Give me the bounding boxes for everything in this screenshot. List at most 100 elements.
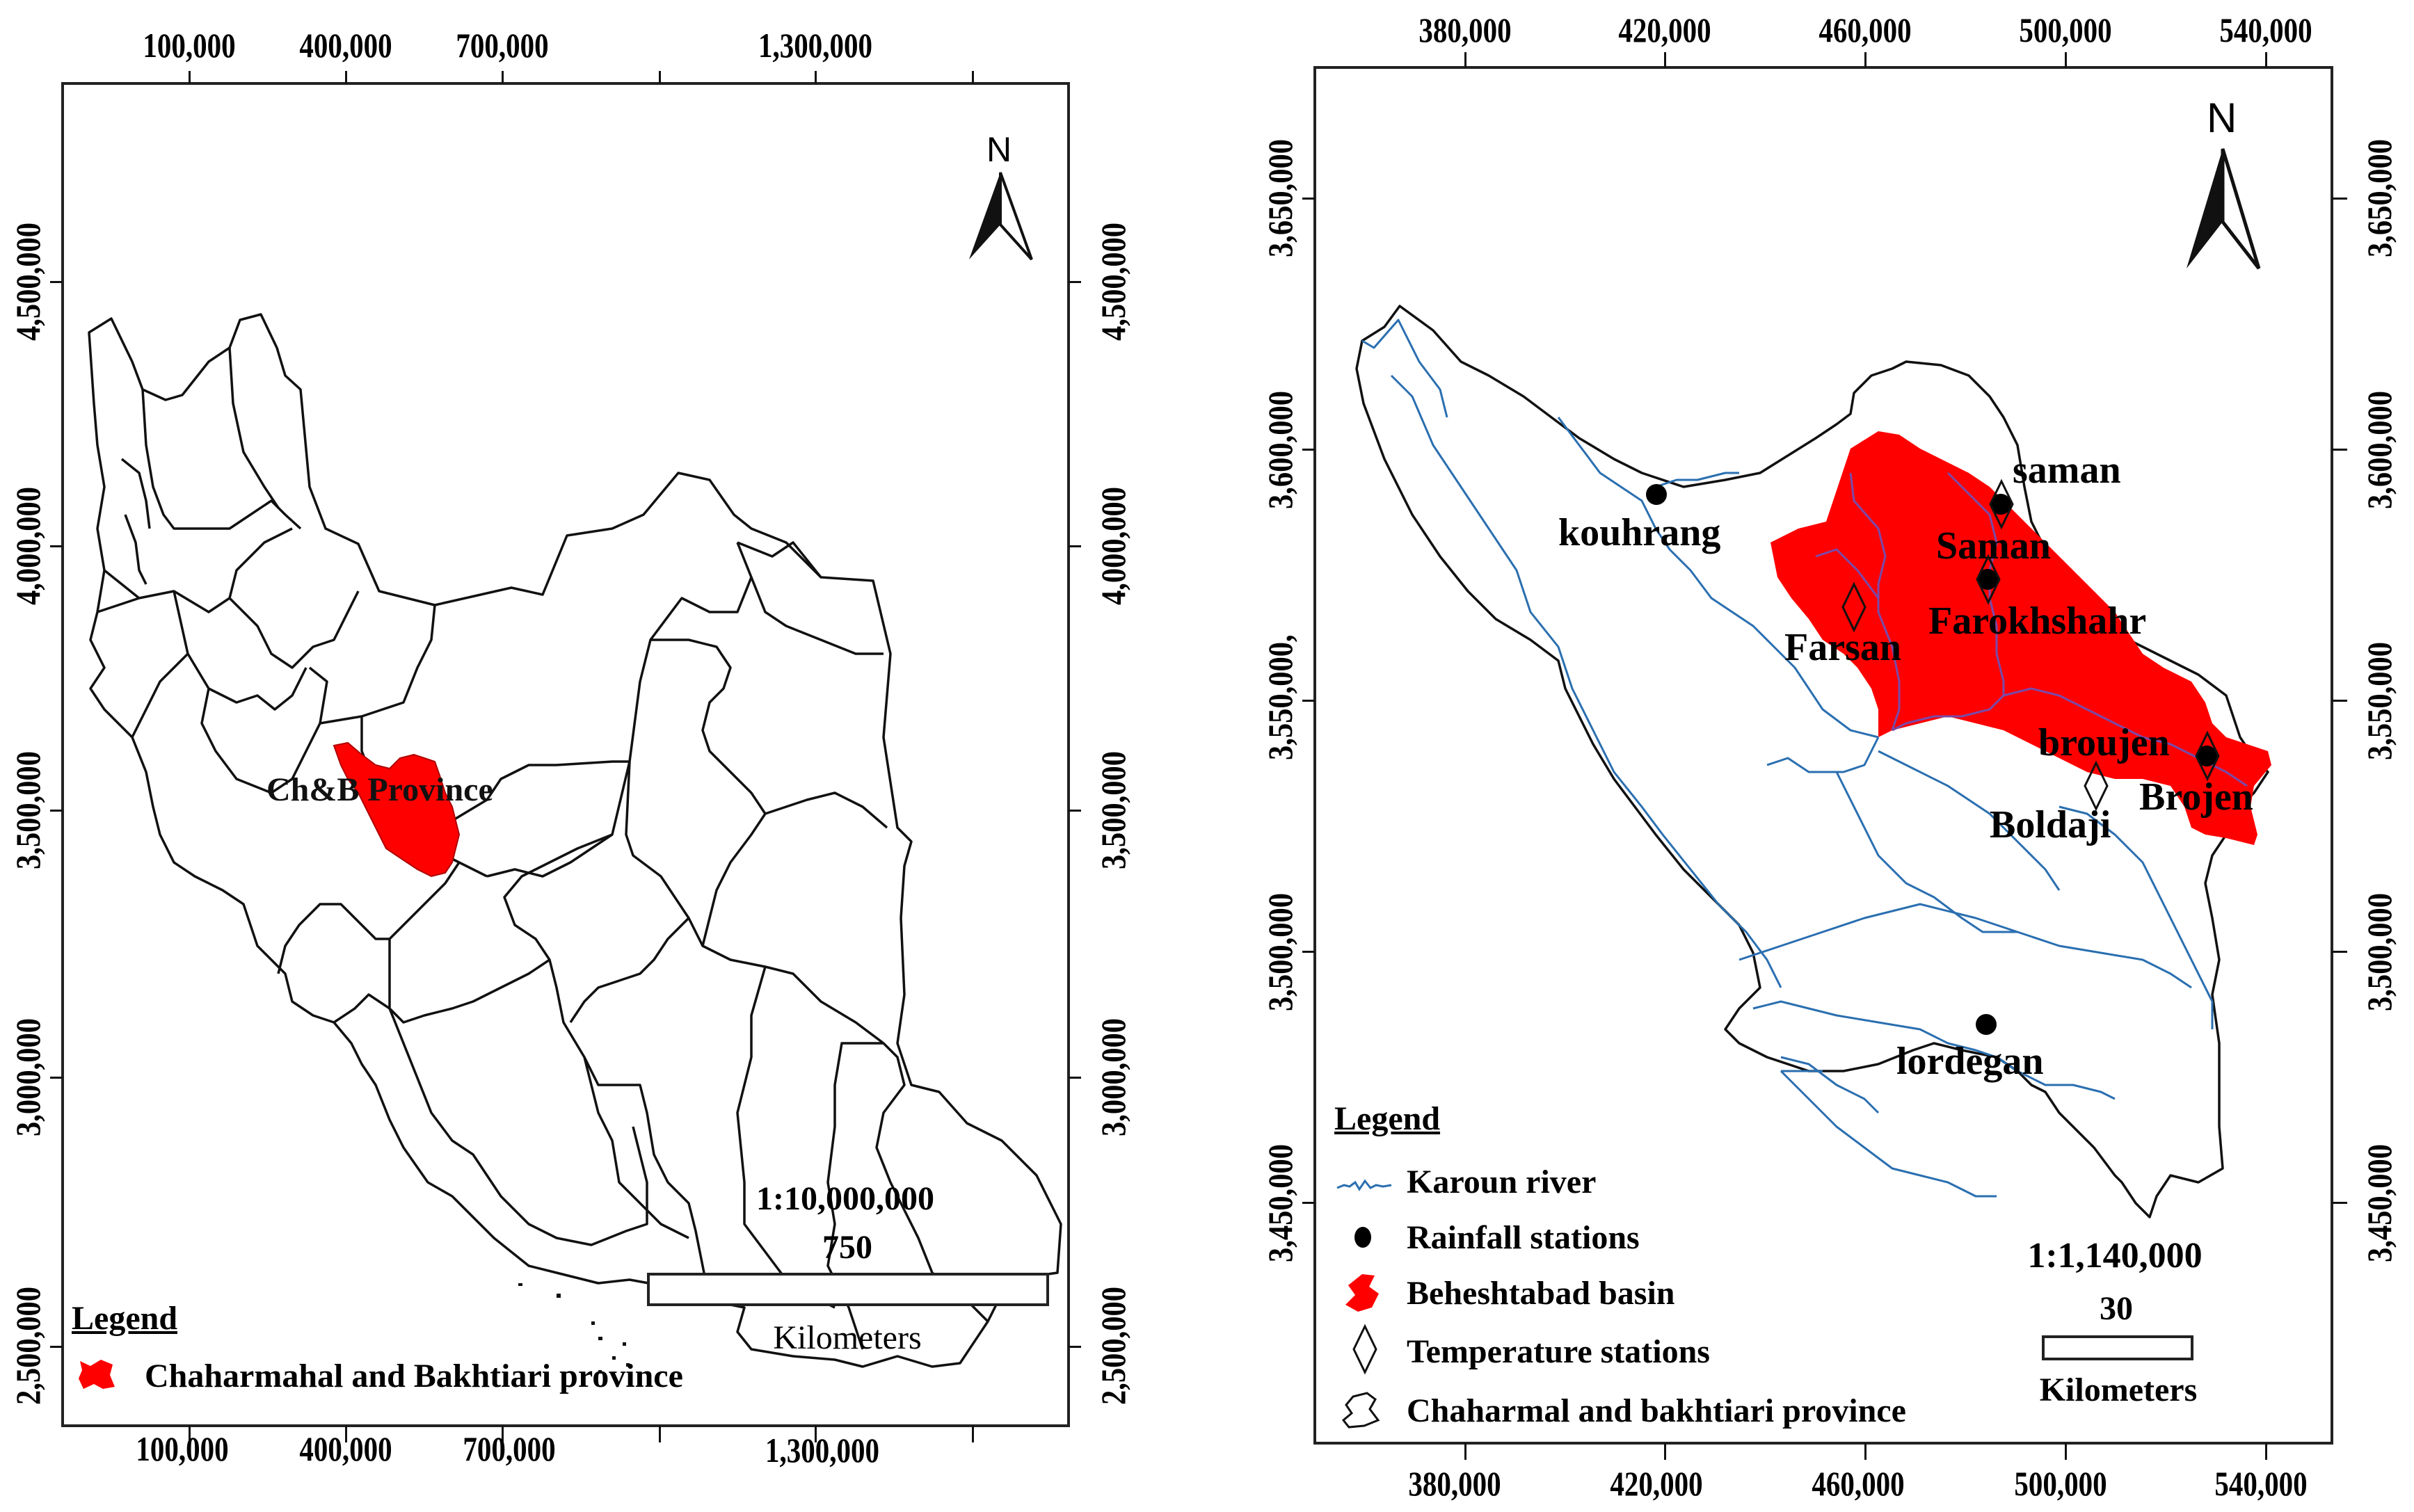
red-polygon-icon (1345, 1274, 1379, 1312)
tick (2332, 700, 2347, 702)
north-arrow-icon (969, 172, 1033, 261)
chb-province-highlight (333, 741, 461, 878)
left-scale-bar (647, 1273, 1049, 1306)
tick (1664, 52, 1666, 67)
tick (502, 1426, 504, 1442)
tick (2065, 1443, 2067, 1460)
province-outline (1355, 305, 2269, 1219)
tick (1302, 700, 1315, 702)
tick (50, 1346, 63, 1348)
station-label-boldaji: Boldaji (1990, 803, 2111, 846)
right-scale-ratio: 1:1,140,000 (2027, 1236, 2203, 1276)
rainfall-station-kouhrang (1646, 484, 1667, 505)
diamond-icon (1352, 1324, 1377, 1375)
tick (50, 810, 63, 812)
tick (1464, 52, 1466, 67)
tick (1302, 449, 1315, 451)
beheshtabad-basin (1770, 431, 2271, 845)
left-scale-unit: Kilometers (773, 1319, 922, 1356)
tick (815, 1426, 817, 1442)
right-map-x-top-label: 420,000 (1618, 10, 1711, 49)
station-label-saman: saman (2013, 449, 2121, 492)
right-map-x-top-label: 540,000 (2219, 10, 2312, 49)
station-label-lordegan: lordegan (1896, 1040, 2044, 1083)
station-label-farokhshahr: Farokhshahr (1928, 600, 2147, 643)
tick (50, 1077, 63, 1079)
outline-polygon-icon (1341, 1392, 1380, 1429)
tick (659, 1426, 661, 1442)
tick (1864, 52, 1867, 67)
legend-item-rainfall-stations: Rainfall stations (1407, 1219, 1640, 1256)
tick (50, 281, 63, 283)
filled-circle-icon (1354, 1227, 1371, 1248)
tick (1069, 545, 1081, 547)
left-map-x-top-label: 100,000 (143, 26, 236, 65)
temperature-station-boldaji (2084, 760, 2109, 812)
left-map-x-bottom-label: 100,000 (136, 1429, 229, 1468)
tick (2265, 1443, 2267, 1460)
left-map-x-top-label: 400,000 (299, 26, 392, 65)
tick (1864, 1443, 1867, 1460)
tick (2332, 198, 2347, 200)
legend-item-karoun-river: Karoun river (1407, 1164, 1597, 1200)
legend-item-temperature-stations: Temperature stations (1407, 1333, 1710, 1370)
right-map-x-bottom-label: 460,000 (1812, 1464, 1905, 1503)
right-legend-title: Legend (1334, 1100, 1441, 1137)
tick (1069, 1346, 1081, 1348)
tick (50, 545, 63, 547)
legend-item-province: Chaharmal and bakhtiari province (1407, 1392, 1906, 1429)
tick (1069, 281, 1081, 283)
tick (1664, 1443, 1666, 1460)
left-scale-distance: 750 (822, 1229, 872, 1266)
tick (815, 71, 817, 83)
river-line-icon (1336, 1179, 1392, 1191)
temperature-station-saman (1989, 478, 2014, 530)
left-map-x-bottom-label: 1,300,000 (765, 1431, 879, 1470)
right-map-x-bottom-label: 500,000 (2014, 1464, 2107, 1503)
temperature-station-brojen (2195, 730, 2220, 782)
rainfall-station-lordegan (1976, 1014, 1997, 1035)
left-map-x-top-label: 1,300,000 (758, 26, 872, 65)
chb-province-label: Ch&B Province (266, 771, 493, 808)
right-map-x-bottom-label: 420,000 (1610, 1464, 1703, 1503)
tick (1069, 1077, 1081, 1079)
right-map-x-top-label: 500,000 (2019, 10, 2112, 49)
temperature-station-farokhshahr (1976, 554, 2001, 605)
red-polygon-icon (79, 1360, 115, 1389)
tick (659, 71, 661, 83)
left-scale-ratio: 1:10,000,000 (756, 1180, 934, 1217)
north-arrow-icon (2187, 148, 2261, 270)
tick (2332, 449, 2347, 451)
station-label-brojen: Brojen (2139, 775, 2253, 819)
tick (1464, 1443, 1466, 1460)
tick (972, 1426, 974, 1442)
right-map-x-top-label: 380,000 (1418, 10, 1512, 49)
station-label-farsan: Farsan (1784, 626, 1901, 669)
tick (2265, 52, 2267, 67)
tick (972, 71, 974, 83)
right-map-x-bottom-label: 380,000 (1408, 1464, 1501, 1503)
station-label-saman-upper: Saman (1936, 524, 2051, 568)
north-arrow-letter: N (2207, 95, 2237, 141)
station-label-broujen: broujen (2038, 721, 2170, 764)
tick (1302, 198, 1315, 200)
station-label-kouhrang: kouhrang (1558, 511, 1721, 554)
right-scale-bar (2042, 1335, 2193, 1360)
temperature-station-farsan (1841, 581, 1867, 633)
tick (189, 1426, 191, 1442)
tick (2332, 951, 2347, 953)
tick (1302, 1202, 1315, 1204)
left-map-x-top-label: 700,000 (456, 26, 549, 65)
tick (502, 71, 504, 83)
tick (2332, 1202, 2347, 1204)
right-scale-unit: Kilometers (2039, 1372, 2198, 1408)
tick (345, 71, 347, 83)
right-map-x-top-label: 460,000 (1819, 10, 1912, 49)
north-arrow-letter: N (986, 130, 1012, 169)
left-map-x-bottom-label: 700,000 (463, 1429, 556, 1468)
tick (1302, 951, 1315, 953)
left-legend-item-label: Chaharmahal and Bakhtiari province (145, 1358, 683, 1394)
tick (1069, 810, 1081, 812)
